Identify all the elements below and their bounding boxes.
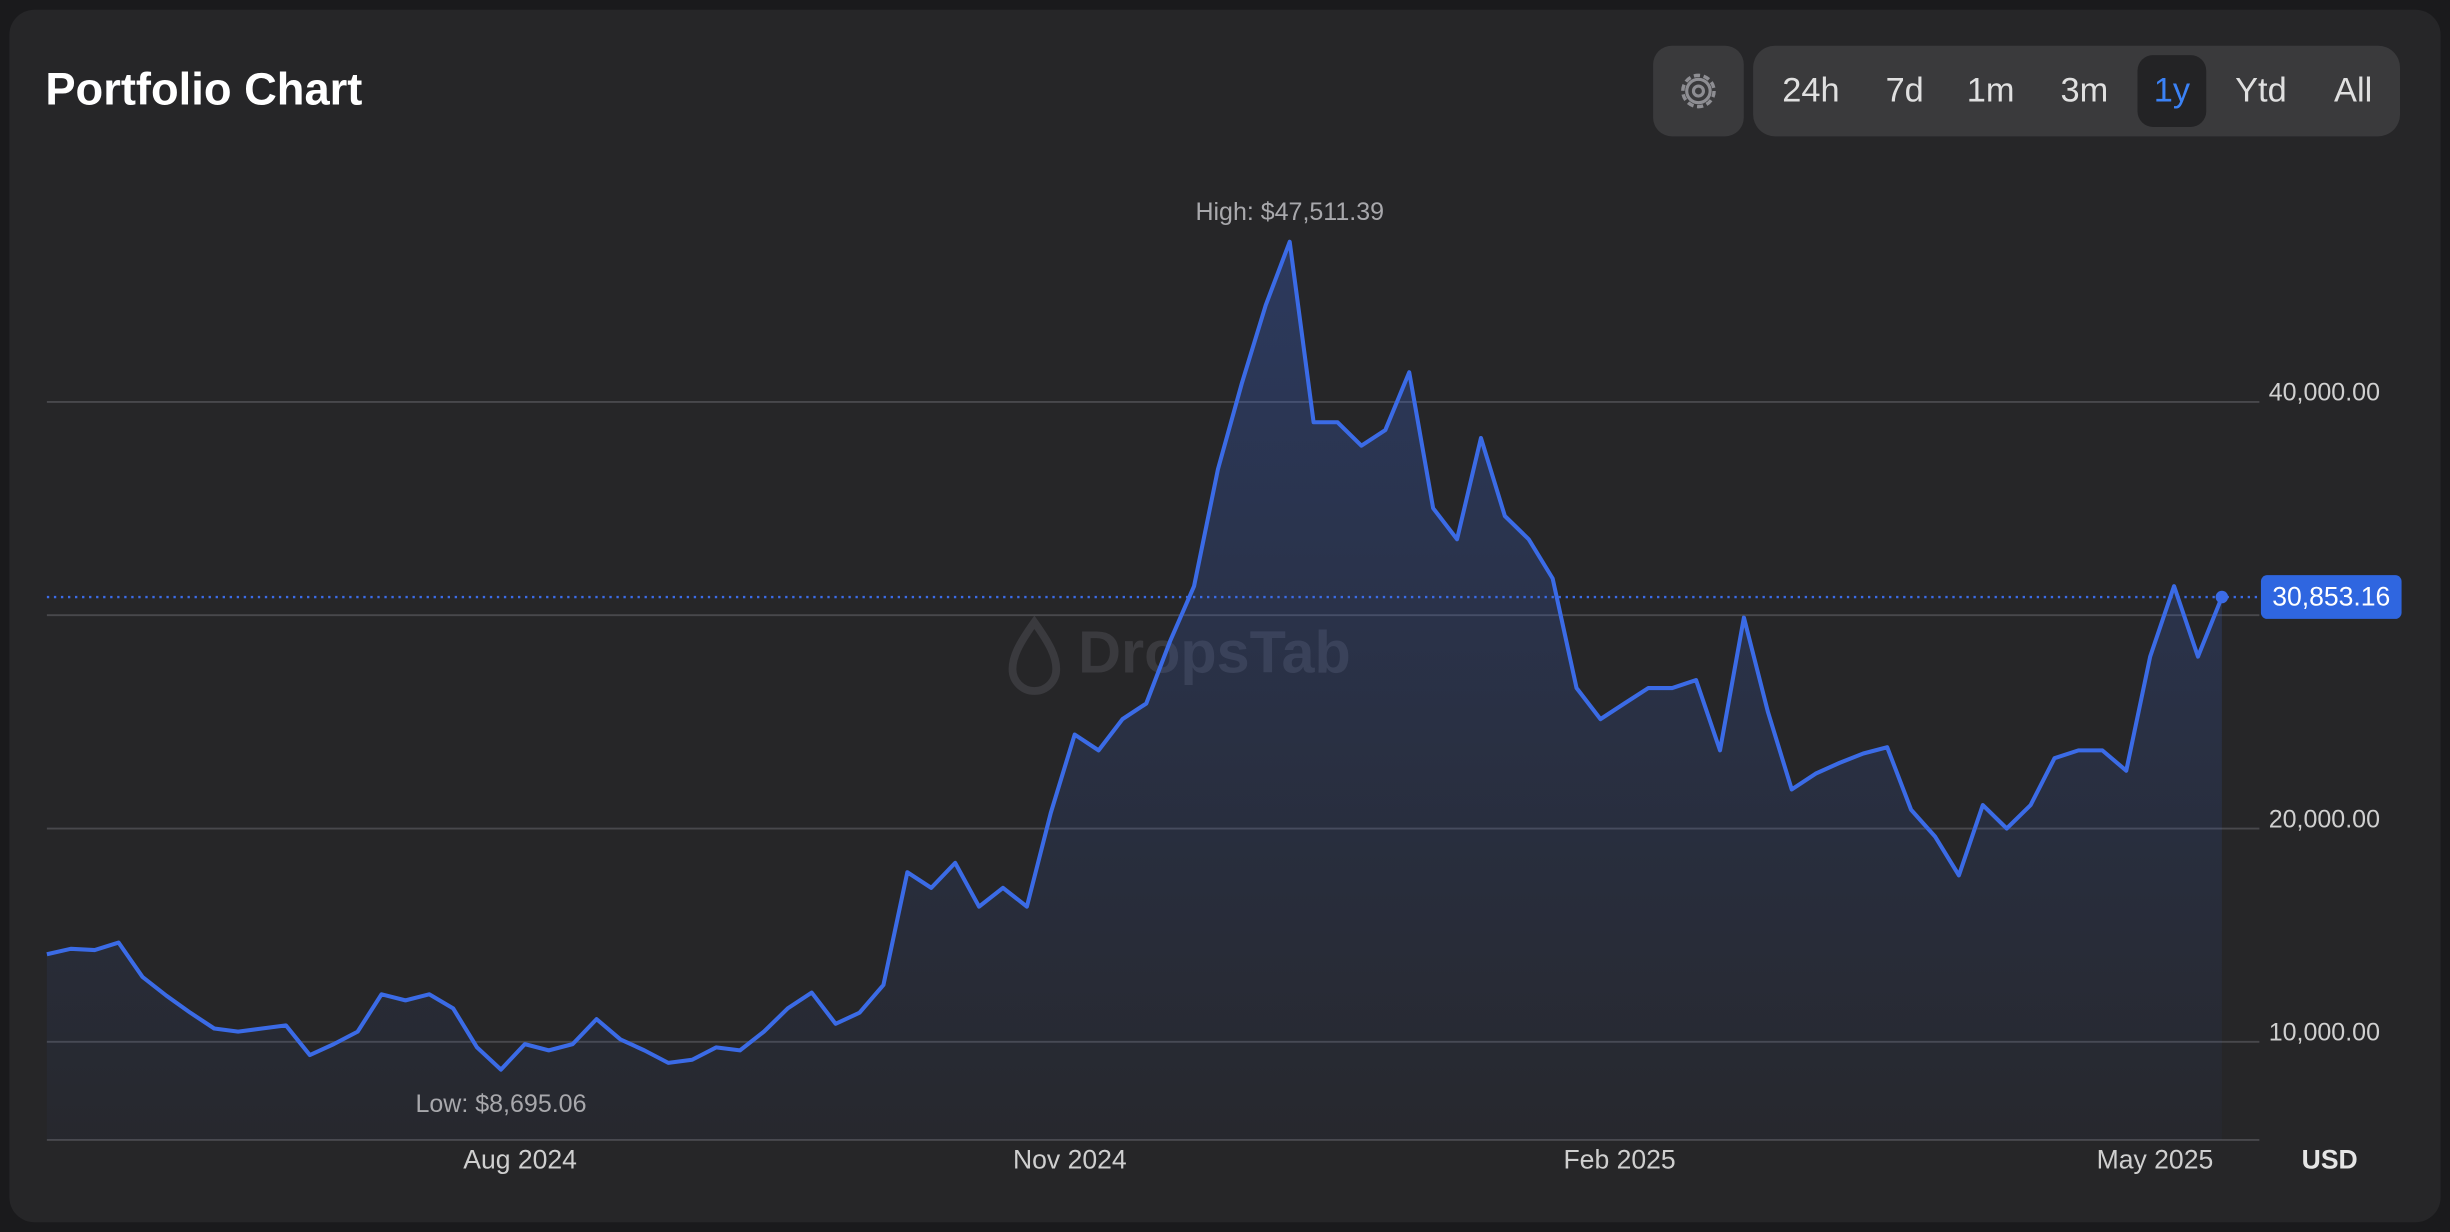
y-tick-label: 20,000.00 [2269,805,2380,833]
gear-teeth [1681,73,1716,109]
range-button[interactable]: 1m [1967,72,2015,110]
range-button[interactable]: 3m [2061,72,2109,110]
x-tick-label: Feb 2025 [1563,1144,1675,1174]
gear-hub [1691,84,1706,98]
settings-button[interactable] [1653,45,1744,137]
x-tick-label: Nov 2024 [1013,1144,1127,1174]
area [46,241,2222,1140]
settings-bg[interactable] [1653,45,1744,137]
range-button[interactable]: 24h [1782,72,1839,110]
range-button[interactable]: All [2334,72,2372,110]
y-tick-label: 10,000.00 [2269,1019,2380,1047]
range-group [1753,45,2400,137]
current-value-label: 30,853.16 [2272,582,2390,612]
line [46,239,2224,1072]
current-value-badge [2260,575,2402,619]
currency-label: USD [2302,1144,2358,1174]
current-point [2215,590,2229,604]
annotation: Low: $8,695.06 [416,1090,587,1118]
gear-ring [1685,77,1712,105]
range-button-active[interactable] [2137,55,2207,127]
annotation: High: $47,511.39 [1195,198,1384,226]
range-button[interactable]: Ytd [2235,72,2287,110]
range-button[interactable]: 1y [2154,72,2191,110]
y-tick-label: 40,000.00 [2269,379,2380,407]
x-tick-label: Aug 2024 [463,1144,577,1174]
x-tick-label: May 2025 [2097,1144,2214,1174]
watermark-icon [1008,615,1061,695]
range-button[interactable]: 7d [1886,72,1924,110]
chart-title: Portfolio Chart [45,64,362,115]
